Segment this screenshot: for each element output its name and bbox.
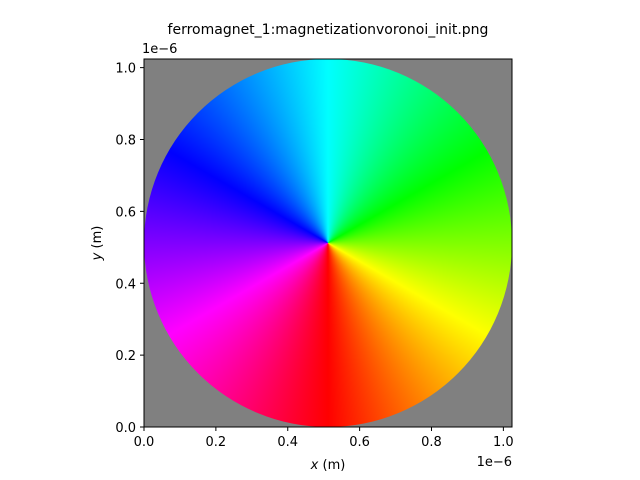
magnetization-disk xyxy=(144,59,512,427)
x-tick-label: 0.8 xyxy=(421,435,442,450)
x-tick-label: 0.4 xyxy=(277,435,298,450)
axes-frame xyxy=(143,58,513,428)
x-tick-label: 0.2 xyxy=(206,435,227,450)
x-tick-label: 0.0 xyxy=(134,435,155,450)
y-tick-label: 0.2 xyxy=(115,349,136,364)
x-axis-label-var: x xyxy=(310,458,319,473)
y-axis-label-unit: (m) xyxy=(90,226,105,253)
x-axis: 0.0 0.2 0.4 0.6 0.8 1.0 xyxy=(134,427,514,450)
chart-title: ferromagnet_1:magnetizationvoronoi_init.… xyxy=(168,22,489,38)
y-tick-label: 0.4 xyxy=(115,277,136,292)
y-axis: 0.0 0.2 0.4 0.6 0.8 1.0 xyxy=(115,62,144,436)
x-axis-label-unit: (m) xyxy=(318,458,345,473)
y-axis-label: y (m) xyxy=(90,226,105,262)
x-axis-label: x (m) xyxy=(310,458,346,473)
y-tick-label: 0.6 xyxy=(115,205,136,220)
x-tick-label: 1.0 xyxy=(493,435,514,450)
x-tick-label: 0.6 xyxy=(349,435,370,450)
x-offset-label: 1e−6 xyxy=(477,455,512,470)
y-axis-label-var: y xyxy=(90,252,105,261)
y-tick-label: 0.0 xyxy=(115,421,136,436)
plot-area xyxy=(143,58,513,428)
y-offset-label: 1e−6 xyxy=(142,42,177,57)
y-tick-label: 0.8 xyxy=(115,134,136,149)
y-tick-label: 1.0 xyxy=(115,62,136,77)
